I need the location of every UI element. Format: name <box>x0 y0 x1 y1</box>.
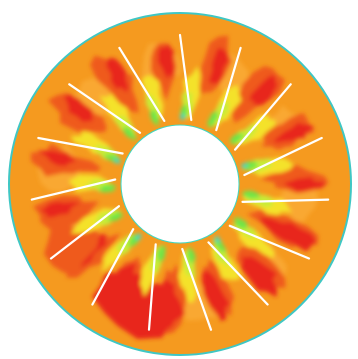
contour-band-red-bottom <box>92 272 186 340</box>
contour-band-cyan <box>179 113 185 121</box>
contour-band-green <box>107 211 124 222</box>
blade-line <box>215 46 242 132</box>
contour-band-red <box>157 42 175 80</box>
annulus-field <box>9 13 351 355</box>
contour-band-red <box>37 150 76 167</box>
contour-band-red <box>63 94 93 123</box>
blade-line <box>91 228 135 306</box>
blade-line <box>234 83 292 151</box>
contour-band-red <box>39 201 81 218</box>
contour-band-red <box>202 270 231 322</box>
blade-line <box>37 136 124 155</box>
blade-line <box>207 241 269 306</box>
contour-band-green <box>229 133 244 145</box>
contour-band-red <box>106 57 129 93</box>
blade-line <box>243 136 323 177</box>
outer-boundary <box>8 12 352 356</box>
blade-line <box>178 33 193 122</box>
contour-band-red <box>284 177 326 192</box>
contour-band-red <box>249 75 278 106</box>
contour-band-green <box>187 246 197 265</box>
contour-band-cyan <box>214 236 221 243</box>
contour-bands <box>31 35 329 340</box>
contour-band-green <box>242 161 258 171</box>
blade-line <box>147 243 157 331</box>
contour-band-green <box>233 217 248 230</box>
inner-hub <box>120 124 240 244</box>
contour-band-green <box>242 190 260 199</box>
contour-band-green <box>150 109 159 127</box>
contour-band-cyan <box>240 163 248 169</box>
contour-band-red <box>240 255 277 298</box>
contour-band-redorange-left <box>43 221 100 276</box>
blade-lines <box>30 33 330 331</box>
contour-band-yellow <box>230 224 275 258</box>
contour-band-green <box>156 244 166 264</box>
contour-band-green <box>122 126 137 141</box>
blade-line <box>118 46 166 123</box>
contour-band-red <box>272 122 315 143</box>
contour-band-green <box>207 111 219 128</box>
blade-line <box>68 83 142 134</box>
blade-line <box>49 205 121 260</box>
blade-line <box>228 224 311 260</box>
contour-band-red <box>208 47 229 85</box>
contour-band-red <box>259 217 317 252</box>
contour-band-cyan <box>114 158 121 164</box>
blade-line <box>181 247 213 331</box>
contour-band-green <box>98 184 116 193</box>
blade-line <box>30 178 117 201</box>
blade-line <box>241 198 330 203</box>
contour-band-cyan <box>135 233 142 240</box>
